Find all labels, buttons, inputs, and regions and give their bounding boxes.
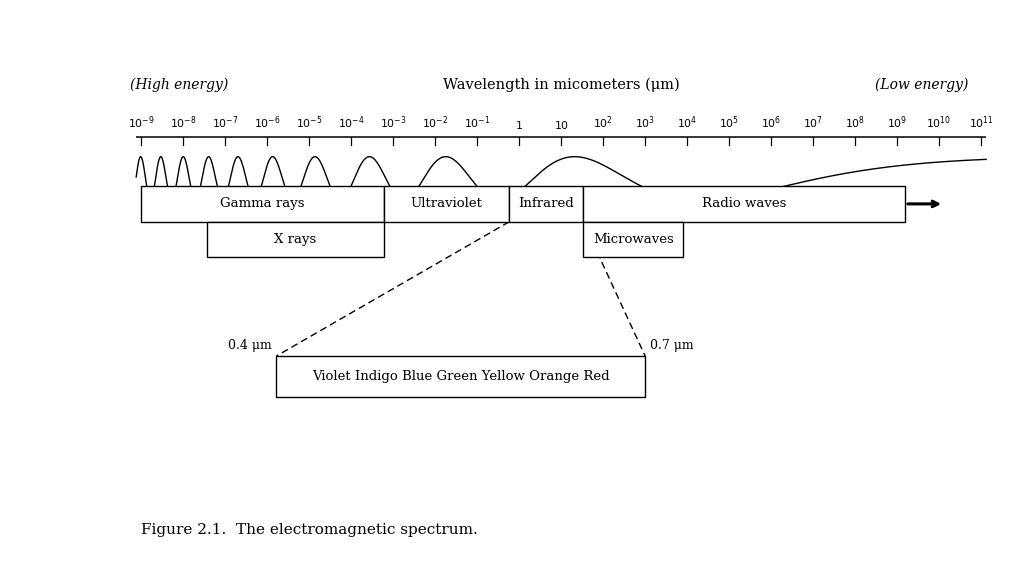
Text: Ultraviolet: Ultraviolet <box>411 198 482 210</box>
Text: 0.4 μm: 0.4 μm <box>227 339 271 352</box>
Text: $10^{-3}$: $10^{-3}$ <box>380 115 407 131</box>
Text: $10^{-7}$: $10^{-7}$ <box>212 115 239 131</box>
Text: $10$: $10$ <box>554 119 568 131</box>
Bar <box>583 222 683 257</box>
Text: $10^{-2}$: $10^{-2}$ <box>422 115 449 131</box>
Text: Wavelength in mic​ometers (μm): Wavelength in mic​ometers (μm) <box>442 78 680 92</box>
Text: Infrared: Infrared <box>518 198 574 210</box>
Text: $10^{-6}$: $10^{-6}$ <box>254 115 281 131</box>
Text: $1$: $1$ <box>515 119 523 131</box>
Text: $10^{8}$: $10^{8}$ <box>845 115 865 131</box>
Bar <box>141 186 384 222</box>
Text: $10^{-5}$: $10^{-5}$ <box>296 115 323 131</box>
Text: Radio waves: Radio waves <box>701 198 786 210</box>
Text: $10^{-9}$: $10^{-9}$ <box>128 115 155 131</box>
Bar <box>509 186 583 222</box>
Text: Microwaves: Microwaves <box>593 233 674 246</box>
Text: $10^{-1}$: $10^{-1}$ <box>464 115 490 131</box>
Bar <box>384 186 509 222</box>
Text: $10^{4}$: $10^{4}$ <box>677 115 697 131</box>
Text: $10^{5}$: $10^{5}$ <box>719 115 739 131</box>
Text: $10^{7}$: $10^{7}$ <box>803 115 823 131</box>
Text: $10^{-8}$: $10^{-8}$ <box>170 115 197 131</box>
Text: $10^{9}$: $10^{9}$ <box>887 115 907 131</box>
Text: Figure 2.1.  The electromagnetic spectrum.: Figure 2.1. The electromagnetic spectrum… <box>141 523 478 537</box>
Text: $10^{-4}$: $10^{-4}$ <box>338 115 365 131</box>
Text: (High energy): (High energy) <box>130 78 228 92</box>
Text: $10^{2}$: $10^{2}$ <box>593 115 613 131</box>
Text: 0.7 μm: 0.7 μm <box>650 339 694 352</box>
Text: Violet Indigo Blue Green Yellow Orange Red: Violet Indigo Blue Green Yellow Orange R… <box>312 370 609 383</box>
Text: $10^{6}$: $10^{6}$ <box>761 115 781 131</box>
Bar <box>583 186 905 222</box>
Bar <box>276 356 645 397</box>
Text: Gamma rays: Gamma rays <box>220 198 305 210</box>
Text: (Low energy): (Low energy) <box>874 78 969 92</box>
Text: $10^{11}$: $10^{11}$ <box>969 115 993 131</box>
Text: $10^{3}$: $10^{3}$ <box>635 115 655 131</box>
Text: $10^{10}$: $10^{10}$ <box>927 115 951 131</box>
Text: X rays: X rays <box>274 233 316 246</box>
Bar <box>207 222 384 257</box>
